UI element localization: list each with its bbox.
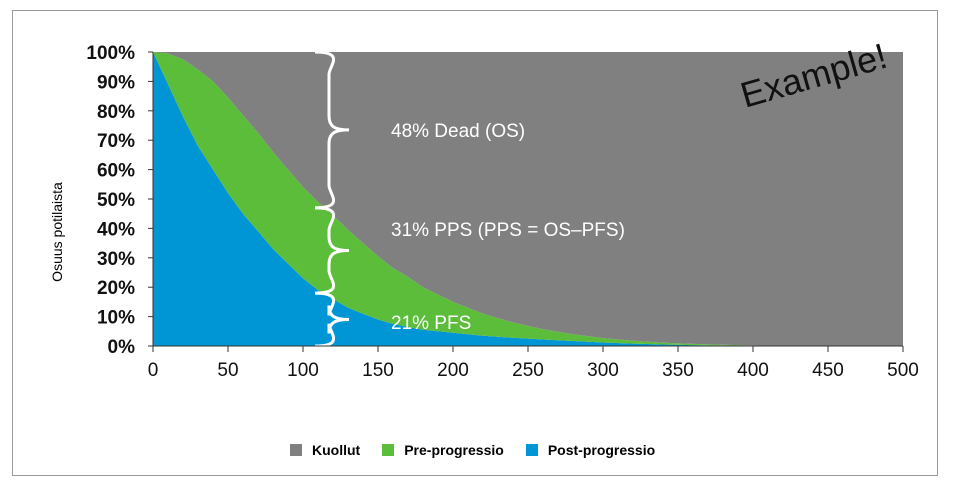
y-tick-label: 70%	[97, 131, 135, 152]
x-tick-label: 0	[148, 360, 159, 381]
annotation-2: 21% PFS	[391, 313, 471, 334]
x-tick-labels: 0 50 100 150 200 250 300 350 400 450 500	[148, 346, 919, 381]
x-tick-label: 50	[217, 360, 238, 381]
area-series-0	[153, 52, 903, 346]
chart-areas	[153, 52, 903, 346]
x-tick-label: 150	[362, 360, 394, 381]
x-tick-label: 350	[662, 360, 694, 381]
y-tick-label: 100%	[86, 43, 135, 64]
legend-swatch	[525, 444, 538, 456]
legend-swatch	[382, 444, 395, 456]
y-tick-labels: 0% 10% 20% 30% 40% 50% 60% 70% 80% 90% 100%	[86, 43, 153, 358]
y-tick-label: 80%	[97, 102, 135, 123]
legend-item: Pre-progressio	[382, 442, 504, 458]
annotation-braces	[314, 50, 350, 348]
x-tick-label: 500	[887, 360, 919, 381]
x-tick-label: 450	[812, 360, 844, 381]
chart-legend: Kuollut Pre-progressio Post-progressio	[290, 440, 677, 460]
y-tick-label: 10%	[97, 308, 135, 329]
x-tick-label: 100	[287, 360, 319, 381]
brace-0	[314, 50, 350, 210]
legend-label: Pre-progressio	[404, 442, 504, 458]
y-axis-label: Osuus potilaista	[49, 182, 65, 282]
y-tick-label: 40%	[97, 219, 135, 240]
area-series-1	[153, 52, 903, 346]
area-series-2	[153, 52, 903, 346]
y-tick-label: 30%	[97, 249, 135, 270]
y-tick-label: 50%	[97, 190, 135, 211]
x-tick-label: 200	[437, 360, 469, 381]
brace-1	[314, 206, 350, 295]
y-tick-label: 60%	[97, 161, 135, 182]
y-tick-label: 90%	[97, 72, 135, 93]
legend-label: Post-progressio	[547, 442, 656, 458]
brace-2	[314, 291, 350, 348]
legend-item: Post-progressio	[525, 442, 656, 458]
y-tick-label: 20%	[97, 278, 135, 299]
legend-swatch	[290, 444, 302, 456]
annotation-1: 31% PPS (PPS = OS–PFS)	[391, 220, 625, 241]
annotation-0: 48% Dead (OS)	[391, 121, 525, 142]
annotation-texts: 48% Dead (OS) 31% PPS (PPS = OS–PFS) 21% P…	[391, 121, 625, 334]
legend-label: Kuollut	[312, 442, 361, 458]
x-tick-label: 300	[587, 360, 619, 381]
legend-item: Kuollut	[290, 442, 360, 458]
y-tick-label: 0%	[108, 337, 136, 358]
x-tick-label: 400	[737, 360, 769, 381]
x-tick-label: 250	[512, 360, 544, 381]
